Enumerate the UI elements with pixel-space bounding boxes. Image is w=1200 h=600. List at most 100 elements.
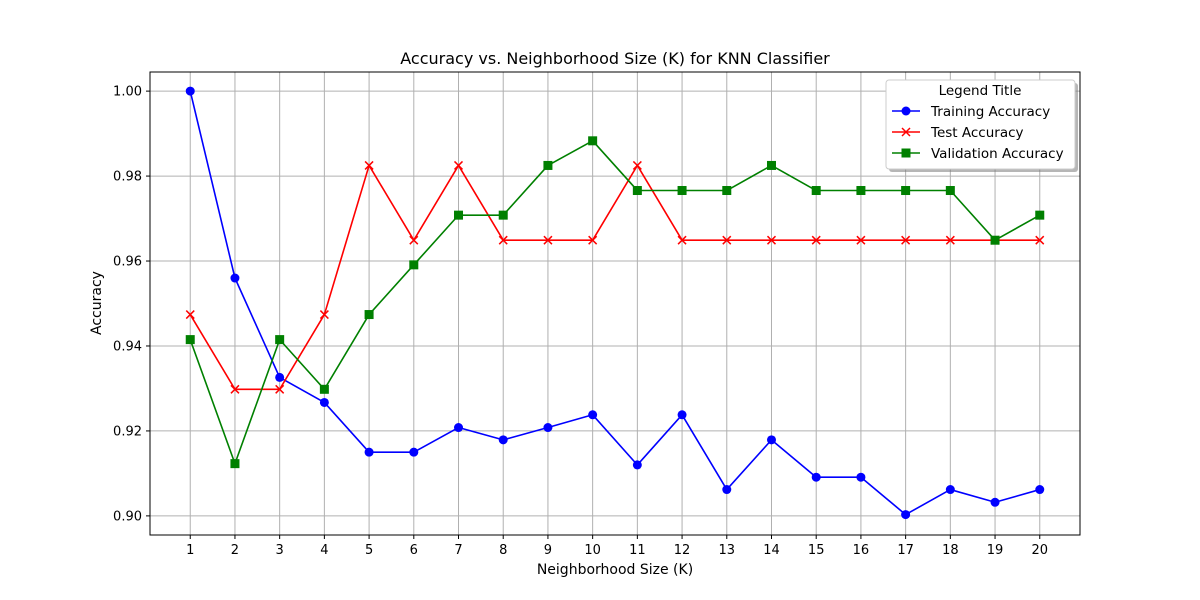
x-tick-label: 12 <box>674 543 691 558</box>
training-accuracy-point <box>454 423 464 433</box>
training-accuracy-point <box>275 372 285 382</box>
x-tick-label: 17 <box>897 543 914 558</box>
training-accuracy-point <box>498 435 508 445</box>
y-tick-label: 0.96 <box>113 255 142 270</box>
legend-swatch-marker <box>901 106 911 116</box>
test-accuracy-series <box>185 160 1045 394</box>
test-accuracy-point <box>811 235 821 245</box>
x-marker-stroke <box>856 235 866 245</box>
training-accuracy-point <box>722 485 732 495</box>
training-accuracy-line <box>189 90 1040 516</box>
test-accuracy-point <box>901 235 911 245</box>
validation-accuracy-point <box>230 459 240 469</box>
x-tick-label: 7 <box>454 543 462 558</box>
test-accuracy-point <box>364 160 374 170</box>
legend-label: Training Accuracy <box>930 104 1050 120</box>
x-marker-stroke <box>901 235 911 245</box>
validation-accuracy-point <box>632 186 642 196</box>
y-tick-label: 0.90 <box>113 509 142 524</box>
validation-accuracy-point <box>1035 210 1045 220</box>
x-tick-label: 8 <box>499 543 507 558</box>
test-accuracy-point <box>722 235 732 245</box>
training-accuracy-point <box>901 510 911 520</box>
plot-frame <box>149 71 1081 536</box>
x-tick-label: 9 <box>544 543 552 558</box>
x-tick-label: 4 <box>320 543 328 558</box>
x-tick-label: 1 <box>186 543 194 558</box>
validation-accuracy-point <box>722 186 732 196</box>
test-accuracy-point <box>945 235 955 245</box>
validation-accuracy-point <box>766 160 776 170</box>
training-accuracy-point <box>1035 485 1045 495</box>
training-accuracy-point <box>230 273 240 283</box>
x-marker-stroke <box>409 235 419 245</box>
x-tick-label: 11 <box>629 543 646 558</box>
x-marker-stroke <box>230 384 240 394</box>
validation-accuracy-point <box>185 335 195 345</box>
y-tick-label: 1.00 <box>113 85 142 100</box>
x-tick-label: 19 <box>987 543 1004 558</box>
training-accuracy-point <box>185 86 195 96</box>
validation-accuracy-point <box>275 335 285 345</box>
test-accuracy-point <box>185 310 195 320</box>
validation-accuracy-point <box>901 186 911 196</box>
x-tick-label: 13 <box>719 543 736 558</box>
legend-box <box>885 79 1076 170</box>
x-tick-label: 6 <box>410 543 418 558</box>
legend-title: Legend Title <box>939 83 1022 99</box>
x-marker-stroke <box>588 235 598 245</box>
test-accuracy-point <box>588 235 598 245</box>
x-marker-stroke <box>364 160 374 170</box>
test-accuracy-point <box>319 310 329 320</box>
validation-accuracy-point <box>498 210 508 220</box>
x-tick-label: 18 <box>942 543 959 558</box>
x-marker-stroke <box>766 235 777 245</box>
training-accuracy-point <box>364 447 374 457</box>
test-accuracy-point <box>230 384 240 394</box>
series-layer <box>185 86 1045 520</box>
validation-accuracy-point <box>543 160 553 170</box>
validation-accuracy-point <box>319 384 329 394</box>
x-marker-stroke <box>677 235 687 245</box>
x-tick-label: 15 <box>808 543 825 558</box>
legend: Legend Title Training Accuracy Test Accur… <box>885 79 1078 172</box>
validation-accuracy-point <box>856 186 866 196</box>
x-marker-stroke <box>498 235 508 245</box>
x-marker-stroke <box>543 235 553 245</box>
training-accuracy-point <box>588 410 598 420</box>
x-marker-stroke <box>901 127 911 137</box>
validation-accuracy-point <box>990 235 1000 245</box>
legend-entry-training-accuracy: Training Accuracy <box>892 104 1050 120</box>
test-accuracy-point <box>677 235 687 245</box>
validation-accuracy-point <box>454 210 464 220</box>
training-accuracy-point <box>543 423 553 433</box>
legend-entries: Training Accuracy Test Accuracy Validation… <box>892 104 1064 162</box>
x-tick-label: 5 <box>365 543 373 558</box>
y-tick-label: 0.94 <box>113 339 142 354</box>
training-accuracy-point <box>945 485 955 495</box>
y-axis-label: Accuracy <box>89 271 105 335</box>
test-accuracy-point <box>632 160 642 170</box>
training-accuracy-point <box>811 472 821 482</box>
validation-accuracy-point <box>588 136 598 146</box>
test-accuracy-point <box>275 384 285 394</box>
x-marker-stroke <box>1035 235 1045 245</box>
test-accuracy-point <box>766 235 777 245</box>
x-axis-label: Neighborhood Size (K) <box>537 562 693 578</box>
x-marker-stroke <box>453 160 464 170</box>
y-tick-label: 0.92 <box>113 424 142 439</box>
legend-swatch-marker <box>901 148 911 158</box>
training-accuracy-point <box>632 460 642 470</box>
training-accuracy-point <box>856 472 866 482</box>
legend-entry-validation-accuracy: Validation Accuracy <box>892 146 1064 162</box>
legend-entry-test-accuracy: Test Accuracy <box>892 125 1024 141</box>
test-accuracy-point <box>453 160 464 170</box>
validation-accuracy-point <box>677 186 687 196</box>
test-accuracy-point <box>856 235 866 245</box>
y-tick-label: 0.98 <box>113 170 142 185</box>
training-accuracy-point <box>409 447 419 457</box>
x-marker-stroke <box>185 310 195 320</box>
validation-accuracy-point <box>811 186 821 196</box>
legend-label: Validation Accuracy <box>931 146 1064 162</box>
